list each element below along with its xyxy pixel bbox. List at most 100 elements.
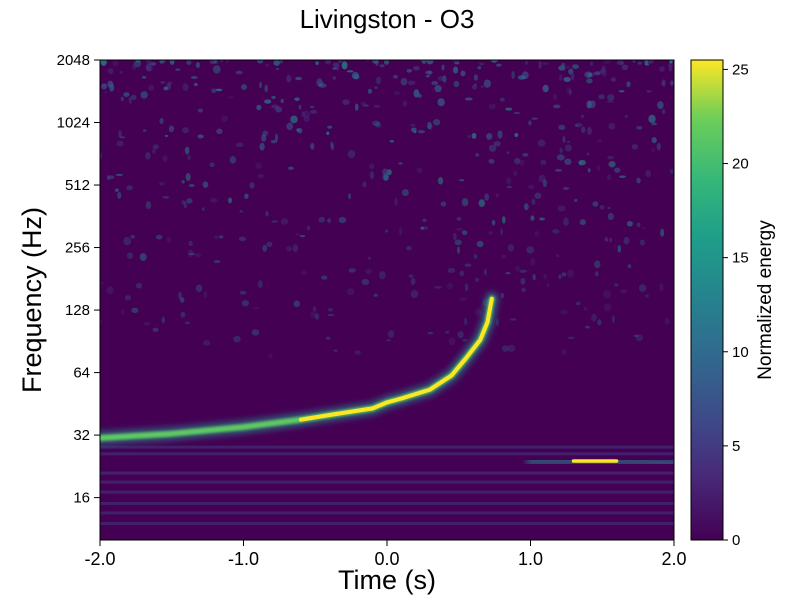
noise-speck (465, 97, 473, 101)
noise-speck (369, 171, 375, 180)
noise-speck (257, 280, 263, 289)
noise-speck (318, 83, 327, 88)
y-tick-label: 128 (65, 302, 90, 319)
noise-speck (126, 185, 133, 191)
noise-speck (580, 114, 585, 118)
noise-speck (451, 60, 460, 63)
noise-speck (239, 290, 247, 295)
noise-speck (299, 235, 306, 238)
noise-speck (464, 317, 468, 326)
chart-title: Livingston - O3 (300, 4, 475, 34)
noise-speck (201, 207, 205, 212)
noise-speck (523, 203, 529, 211)
noise-speck (571, 72, 575, 81)
noise-speck (145, 201, 152, 210)
noise-speck (495, 193, 499, 198)
noise-speck (101, 83, 108, 90)
noise-speck (603, 60, 611, 65)
noise-speck (104, 91, 108, 94)
noise-speck (461, 230, 468, 236)
noise-speck (561, 272, 567, 277)
features-layer (100, 291, 674, 468)
noise-speck (210, 198, 218, 203)
noise-speck (560, 349, 567, 355)
noise-speck (495, 318, 499, 327)
noise-speck (574, 198, 578, 203)
noise-speck (361, 278, 370, 286)
noise-speck (584, 71, 593, 79)
noise-speck (310, 109, 318, 114)
noise-speck (661, 79, 666, 87)
noise-speck (448, 337, 456, 346)
noise-speck (165, 196, 170, 199)
noise-speck (346, 288, 355, 296)
noise-speck (514, 157, 521, 165)
noise-speck (493, 141, 501, 147)
noise-speck (546, 283, 550, 288)
noise-speck (456, 228, 463, 231)
noise-speck (408, 274, 414, 278)
noise-speck (347, 150, 356, 159)
noise-speck (647, 60, 654, 64)
noise-speck (161, 316, 166, 324)
noise-speck (128, 96, 132, 104)
noise-speck (107, 68, 114, 74)
noise-speck (214, 60, 218, 64)
noise-speck (522, 153, 529, 157)
noise-speck (483, 79, 492, 88)
noise-speck (159, 60, 164, 64)
noise-speck (235, 70, 243, 75)
noise-speck (540, 159, 547, 165)
x-tick-label: 0.0 (374, 549, 399, 569)
noise-speck (559, 147, 563, 154)
noise-speck (534, 230, 540, 236)
noise-speck (241, 300, 249, 307)
noise-speck (566, 65, 570, 69)
noise-speck (572, 64, 580, 70)
noise-speck (131, 307, 139, 314)
noise-speck (159, 182, 165, 186)
noise-speck (315, 61, 319, 65)
noise-speck (145, 60, 152, 63)
noise-speck (229, 156, 237, 164)
noise-speck (586, 100, 592, 109)
noise-speck (385, 229, 389, 233)
noise-speck (393, 74, 398, 79)
noise-speck (348, 268, 356, 273)
noise-speck (379, 64, 385, 68)
plot-area (99, 59, 675, 541)
noise-speck (100, 282, 105, 285)
noise-speck (413, 89, 420, 98)
noise-speck (227, 96, 235, 99)
noise-speck (521, 287, 526, 293)
noise-speck (478, 199, 485, 207)
noise-speck (507, 244, 515, 252)
noise-speck (310, 142, 315, 150)
noise-speck (268, 353, 273, 359)
y-tick-label: 256 (65, 240, 90, 257)
noise-speck (586, 78, 593, 84)
noise-speck (166, 236, 172, 243)
noise-speck (607, 94, 615, 101)
noise-speck (632, 60, 636, 63)
noise-speck (608, 122, 616, 130)
noise-speck (215, 88, 223, 92)
noise-speck (318, 82, 322, 88)
noise-speck (462, 338, 468, 342)
noise-speck (506, 151, 510, 155)
noise-speck (279, 60, 283, 64)
noise-speck (375, 76, 382, 85)
noise-speck (194, 252, 202, 258)
noise-speck (453, 80, 460, 88)
noise-speck (486, 132, 493, 140)
noise-speck (182, 83, 189, 91)
y-tick-label: 64 (73, 365, 90, 382)
noise-speck (188, 184, 195, 187)
noise-speck (178, 291, 182, 300)
noise-speck (422, 218, 427, 223)
noise-speck (407, 80, 416, 86)
noise-speck (406, 246, 412, 251)
colorbar-tick-label: 10 (732, 344, 749, 361)
noise-speck (585, 325, 590, 329)
noise-speck (603, 290, 611, 299)
